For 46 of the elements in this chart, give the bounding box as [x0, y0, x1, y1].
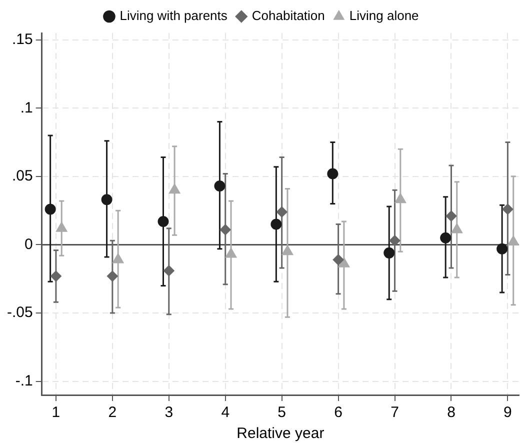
point [502, 204, 514, 215]
legend-label: Living with parents [120, 8, 228, 24]
y-tick-label: .15 [12, 30, 33, 48]
point [50, 270, 62, 282]
x-tick-label: 6 [334, 404, 342, 422]
point [276, 206, 288, 218]
point [282, 245, 294, 256]
point [214, 180, 226, 192]
point [389, 235, 400, 246]
point [394, 193, 406, 204]
point [496, 243, 508, 254]
legend-label: Living alone [349, 8, 419, 24]
x-tick-label: 4 [221, 404, 230, 422]
point [332, 254, 344, 266]
x-tick-label: 8 [447, 404, 456, 422]
x-tick-label: 1 [52, 404, 60, 422]
y-tick-label: .05 [12, 168, 33, 185]
legend-label: Cohabitation [252, 8, 325, 24]
point [168, 184, 180, 194]
point [508, 236, 519, 246]
point [338, 257, 350, 268]
point [440, 232, 452, 244]
x-tick-label: 3 [164, 404, 174, 422]
x-tick-label: 5 [278, 404, 286, 422]
point [101, 194, 112, 206]
point [163, 265, 174, 276]
x-axis-title: Relative year [236, 425, 324, 442]
y-tick-label: -.1 [15, 372, 33, 390]
point [225, 248, 237, 258]
point [112, 253, 124, 264]
point [220, 224, 231, 236]
y-tick-label: 0 [24, 236, 33, 253]
y-tick-label: .1 [20, 99, 33, 116]
point [384, 247, 395, 258]
x-tick-label: 2 [108, 404, 117, 422]
point [44, 204, 56, 215]
point [158, 216, 169, 228]
x-tick-label: 9 [504, 404, 512, 422]
point [451, 223, 463, 234]
point [106, 270, 118, 282]
point [327, 168, 338, 180]
y-tick-label: -.05 [6, 304, 33, 322]
point [56, 222, 68, 232]
point [270, 218, 282, 230]
point [446, 210, 457, 222]
x-tick-label: 7 [390, 404, 399, 422]
